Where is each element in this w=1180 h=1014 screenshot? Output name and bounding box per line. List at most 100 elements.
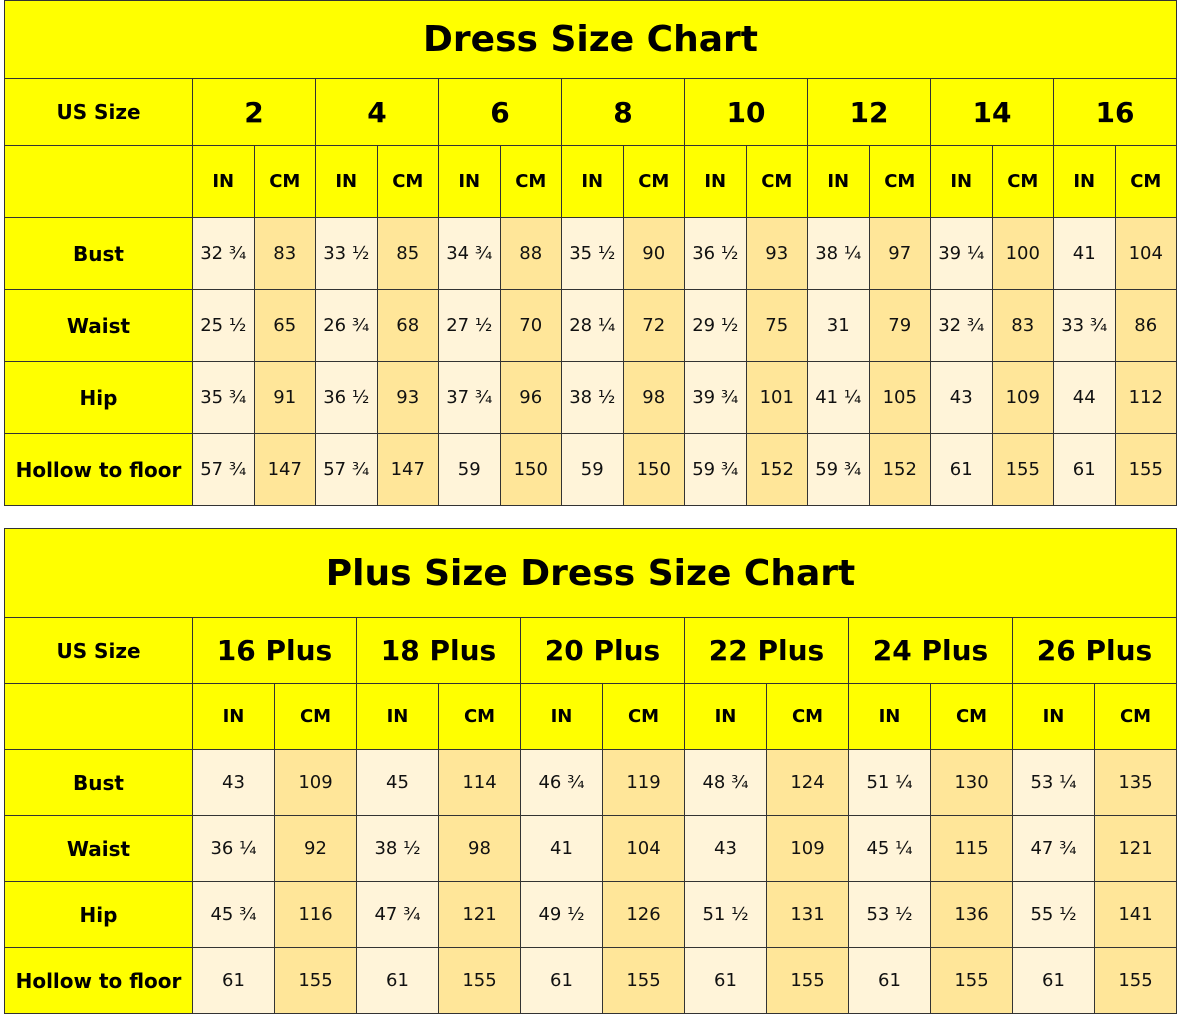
unit-cm: CM [1114,145,1177,218]
unit-in: IN [930,145,993,218]
measurement-row: Hip 35 ¾ 91 36 ½ 93 37 ¾ 96 38 ½ 98 39 ¾ 101 41 ¼ 10… [4,361,1177,434]
in-value: 33 ½ [315,217,378,290]
in-value: 38 ½ [356,815,439,882]
cm-value: 150 [622,433,685,506]
cm-value: 65 [253,289,316,362]
in-value: 36 ½ [315,361,378,434]
size-header: 2 [192,78,316,146]
measurement-row: Waist 36 ¼ 92 38 ½ 98 41 104 43 109 45 ¼ 115 47 ¾ 12… [4,815,1177,882]
cm-value: 96 [499,361,562,434]
cm-value: 70 [499,289,562,362]
cm-value: 152 [868,433,931,506]
cm-value: 147 [253,433,316,506]
size-header: 6 [438,78,562,146]
cm-value: 150 [499,433,562,506]
in-value: 57 ¾ [192,433,255,506]
unit-row: IN CM IN CM IN CM IN CM IN CM IN CM IN CM IN CM [4,145,1177,218]
in-value: 35 ¾ [192,361,255,434]
in-value: 26 ¾ [315,289,378,362]
unit-cm: CM [253,145,316,218]
in-value: 46 ¾ [520,749,603,816]
in-value: 53 ¼ [1012,749,1095,816]
in-value: 57 ¾ [315,433,378,506]
cm-value: 155 [438,947,521,1014]
cm-value: 83 [253,217,316,290]
cm-value: 115 [930,815,1013,882]
in-value: 61 [192,947,275,1014]
cm-value: 121 [438,881,521,948]
cm-value: 136 [930,881,1013,948]
unit-cm: CM [622,145,685,218]
in-value: 47 ¾ [356,881,439,948]
us-size-label: US Size [4,78,193,146]
title-row: Dress Size Chart [4,0,1177,79]
unit-in: IN [561,145,624,218]
in-value: 47 ¾ [1012,815,1095,882]
unit-in: IN [848,683,931,750]
cm-value: 124 [766,749,849,816]
in-value: 38 ¼ [807,217,870,290]
in-value: 25 ½ [192,289,255,362]
cm-value: 152 [745,433,808,506]
size-header: 8 [561,78,685,146]
in-value: 51 ½ [684,881,767,948]
unit-cm: CM [991,145,1054,218]
in-value: 45 ¼ [848,815,931,882]
unit-cm: CM [868,145,931,218]
in-value: 61 [520,947,603,1014]
cm-value: 86 [1114,289,1177,362]
cm-value: 130 [930,749,1013,816]
cm-value: 105 [868,361,931,434]
unit-row-label-blank [4,683,193,750]
cm-value: 112 [1114,361,1177,434]
unit-cm: CM [376,145,439,218]
measurement-label: Hip [4,361,193,434]
cm-value: 104 [1114,217,1177,290]
unit-cm: CM [766,683,849,750]
measurement-row: Hollow to floor 61 155 61 155 61 155 61 155 61 155… [4,947,1177,1014]
cm-value: 85 [376,217,439,290]
cm-value: 98 [438,815,521,882]
us-size-label: US Size [4,617,193,684]
unit-in: IN [356,683,439,750]
cm-value: 79 [868,289,931,362]
in-value: 39 ¾ [684,361,747,434]
unit-in: IN [520,683,603,750]
in-value: 51 ¼ [848,749,931,816]
cm-value: 109 [991,361,1054,434]
unit-cm: CM [499,145,562,218]
in-value: 37 ¾ [438,361,501,434]
cm-value: 100 [991,217,1054,290]
cm-value: 97 [868,217,931,290]
in-value: 45 ¾ [192,881,275,948]
cm-value: 126 [602,881,685,948]
in-value: 59 [561,433,624,506]
cm-value: 135 [1094,749,1177,816]
in-value: 45 [356,749,439,816]
cm-value: 75 [745,289,808,362]
size-header: 10 [684,78,808,146]
unit-row-label-blank [4,145,193,218]
in-value: 41 [520,815,603,882]
cm-value: 72 [622,289,685,362]
cm-value: 101 [745,361,808,434]
chart-title: Plus Size Dress Size Chart [4,528,1177,618]
in-value: 27 ½ [438,289,501,362]
in-value: 41 ¼ [807,361,870,434]
in-value: 33 ¾ [1053,289,1116,362]
cm-value: 141 [1094,881,1177,948]
size-header: 4 [315,78,439,146]
measurement-label: Waist [4,289,193,362]
unit-in: IN [1012,683,1095,750]
measurement-row: Hollow to floor 57 ¾ 147 57 ¾ 147 59 150 59 150 5… [4,433,1177,506]
unit-row: IN CM IN CM IN CM IN CM IN CM IN CM [4,683,1177,750]
cm-value: 88 [499,217,562,290]
cm-value: 116 [274,881,357,948]
cm-value: 131 [766,881,849,948]
in-value: 38 ½ [561,361,624,434]
measurement-row: Hip 45 ¾ 116 47 ¾ 121 49 ½ 126 51 ½ 131 53 ½ 136 55… [4,881,1177,948]
in-value: 43 [684,815,767,882]
measurement-label: Hollow to floor [4,433,193,506]
in-value: 61 [848,947,931,1014]
cm-value: 92 [274,815,357,882]
